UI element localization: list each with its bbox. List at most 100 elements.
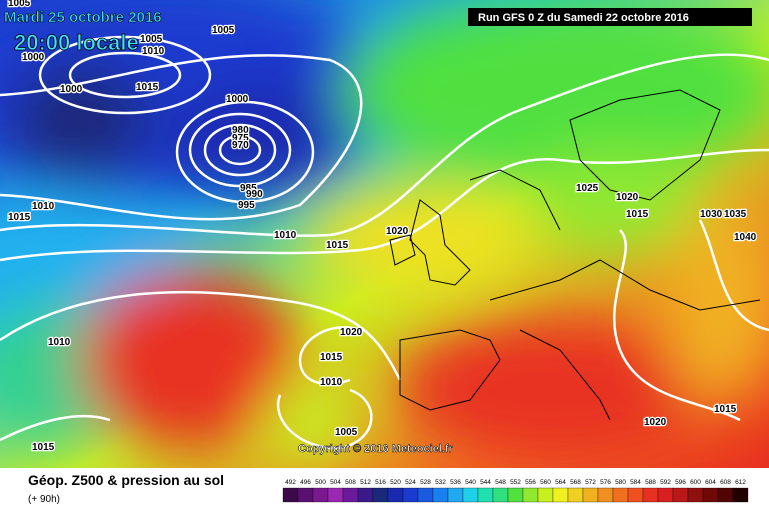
isobar-label: 980 bbox=[232, 125, 249, 136]
isobar-label: 1015 bbox=[320, 352, 343, 363]
isobar-label: 1020 bbox=[616, 192, 639, 203]
scale-label: 588 bbox=[645, 479, 656, 486]
scale-swatch bbox=[522, 487, 539, 503]
scale-label: 496 bbox=[300, 479, 311, 486]
scale-label: 516 bbox=[375, 479, 386, 486]
scale-swatch bbox=[387, 487, 404, 503]
isobar-label: 1015 bbox=[626, 209, 649, 220]
scale-swatch bbox=[312, 487, 329, 503]
isobar-label: 990 bbox=[246, 189, 263, 200]
run-label: Run GFS 0 Z du Samedi 22 octobre 2016 bbox=[478, 12, 689, 24]
scale-label: 608 bbox=[720, 479, 731, 486]
forecast-date: Mardi 25 octobre 2016 bbox=[4, 9, 162, 26]
scale-swatch bbox=[567, 487, 584, 503]
legend-title: Géop. Z500 & pression au sol bbox=[28, 472, 224, 488]
copyright: Copyright © 2016 Meteociel.fr bbox=[298, 443, 454, 455]
scale-swatch bbox=[477, 487, 494, 503]
scale-label: 544 bbox=[480, 479, 491, 486]
isobar-label: 995 bbox=[238, 200, 255, 211]
isobar-label: 1010 bbox=[274, 230, 297, 241]
scale-swatch bbox=[492, 487, 509, 503]
scale-swatch bbox=[597, 487, 614, 503]
scale-swatch bbox=[417, 487, 434, 503]
isobar-label: 1005 bbox=[335, 427, 358, 438]
scale-swatch bbox=[462, 487, 479, 503]
scale-swatch bbox=[432, 487, 449, 503]
scale-swatch bbox=[282, 487, 299, 503]
scale-swatch bbox=[507, 487, 524, 503]
scale-label: 548 bbox=[495, 479, 506, 486]
isobar-label: 1025 bbox=[576, 183, 599, 194]
scale-label: 504 bbox=[330, 479, 341, 486]
scale-label: 600 bbox=[690, 479, 701, 486]
isobar-label: 1000 bbox=[60, 84, 83, 95]
isobar-label: 975 bbox=[232, 133, 249, 144]
isobar-label: 1015 bbox=[326, 240, 349, 251]
scale-label: 528 bbox=[420, 479, 431, 486]
scale-swatch bbox=[687, 487, 704, 503]
isobar-label: 1020 bbox=[386, 226, 409, 237]
isobar-label: 1010 bbox=[48, 337, 71, 348]
isobar-label: 1000 bbox=[226, 94, 249, 105]
isobar-label: 1005 bbox=[212, 25, 235, 36]
scale-swatch bbox=[537, 487, 554, 503]
scale-label: 520 bbox=[390, 479, 401, 486]
isobar-label: 970 bbox=[232, 140, 249, 151]
isobar-label: 1000 bbox=[22, 52, 45, 63]
scale-swatch bbox=[327, 487, 344, 503]
scale-label: 564 bbox=[555, 479, 566, 486]
run-box bbox=[468, 8, 752, 26]
scale-label: 492 bbox=[285, 479, 296, 486]
scale-swatch bbox=[297, 487, 314, 503]
scale-label: 556 bbox=[525, 479, 536, 486]
scale-label: 532 bbox=[435, 479, 446, 486]
scale-label: 592 bbox=[660, 479, 671, 486]
isobar-label: 1005 bbox=[140, 34, 163, 45]
scale-label: 584 bbox=[630, 479, 641, 486]
scale-swatch bbox=[627, 487, 644, 503]
isobar-label: 1020 bbox=[644, 417, 667, 428]
isobar-label: 1010 bbox=[142, 46, 165, 57]
scale-label: 508 bbox=[345, 479, 356, 486]
isobar-label: 1040 bbox=[734, 232, 757, 243]
isobar-label: 1015 bbox=[32, 442, 55, 453]
scale-swatch bbox=[402, 487, 419, 503]
isobar-label: 1020 bbox=[340, 327, 363, 338]
isobar-label: 1015 bbox=[8, 212, 31, 223]
scale-label: 604 bbox=[705, 479, 716, 486]
legend-lead: (+ 90h) bbox=[28, 494, 60, 505]
scale-label: 536 bbox=[450, 479, 461, 486]
scale-label: 560 bbox=[540, 479, 551, 486]
coastlines bbox=[389, 89, 761, 421]
scale-swatch bbox=[612, 487, 629, 503]
isobar-label: 1035 bbox=[724, 209, 747, 220]
scale-label: 568 bbox=[570, 479, 581, 486]
scale-swatch bbox=[372, 487, 389, 503]
scale-label: 596 bbox=[675, 479, 686, 486]
isobar-label: 1015 bbox=[136, 82, 159, 93]
scale-label: 576 bbox=[600, 479, 611, 486]
scale-swatch bbox=[357, 487, 374, 503]
isobar-label: 1010 bbox=[32, 201, 55, 212]
scale-label: 572 bbox=[585, 479, 596, 486]
scale-label: 540 bbox=[465, 479, 476, 486]
isobars bbox=[0, 35, 769, 450]
scale-swatch bbox=[672, 487, 689, 503]
scale-swatch bbox=[582, 487, 599, 503]
scale-label: 500 bbox=[315, 479, 326, 486]
isobar-label: 1005 bbox=[8, 0, 31, 9]
scale-label: 612 bbox=[735, 479, 746, 486]
scale-swatch bbox=[702, 487, 719, 503]
isobar-label: 1010 bbox=[320, 377, 343, 388]
scale-label: 524 bbox=[405, 479, 416, 486]
scale-swatch bbox=[732, 487, 749, 503]
scale-swatch bbox=[642, 487, 659, 503]
forecast-time: 20:00 locale bbox=[14, 30, 139, 55]
scale-swatch bbox=[657, 487, 674, 503]
isobar-label: 1030 bbox=[700, 209, 723, 220]
scale-label: 580 bbox=[615, 479, 626, 486]
scale-label: 552 bbox=[510, 479, 521, 486]
scale-swatch bbox=[342, 487, 359, 503]
